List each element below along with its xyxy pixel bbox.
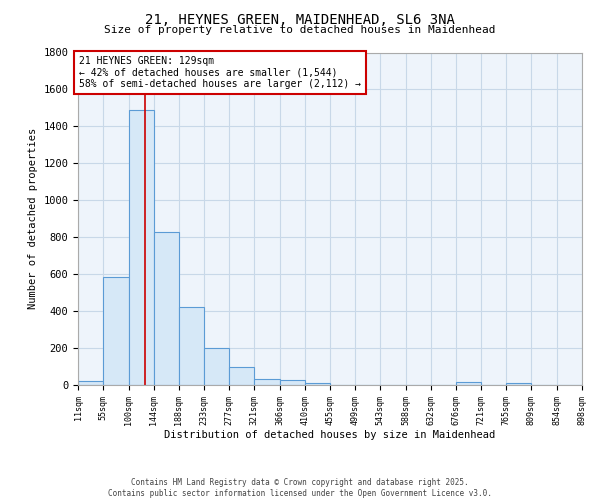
Text: 21 HEYNES GREEN: 129sqm
← 42% of detached houses are smaller (1,544)
58% of semi: 21 HEYNES GREEN: 129sqm ← 42% of detache… [79,56,361,90]
Text: Contains HM Land Registry data © Crown copyright and database right 2025.
Contai: Contains HM Land Registry data © Crown c… [108,478,492,498]
Bar [506,383,532,385]
Bar [128,110,154,385]
Text: Size of property relative to detached houses in Maidenhead: Size of property relative to detached ho… [104,25,496,35]
Bar [229,366,254,385]
Bar [204,348,229,385]
Bar [78,382,103,385]
Y-axis label: Number of detached properties: Number of detached properties [28,128,38,310]
X-axis label: Distribution of detached houses by size in Maidenhead: Distribution of detached houses by size … [164,430,496,440]
Bar [280,380,305,385]
Bar [179,308,204,385]
Text: 21, HEYNES GREEN, MAIDENHEAD, SL6 3NA: 21, HEYNES GREEN, MAIDENHEAD, SL6 3NA [145,12,455,26]
Bar [154,232,179,385]
Bar [254,378,280,385]
Bar [456,382,481,385]
Bar [103,277,128,385]
Bar [305,383,330,385]
